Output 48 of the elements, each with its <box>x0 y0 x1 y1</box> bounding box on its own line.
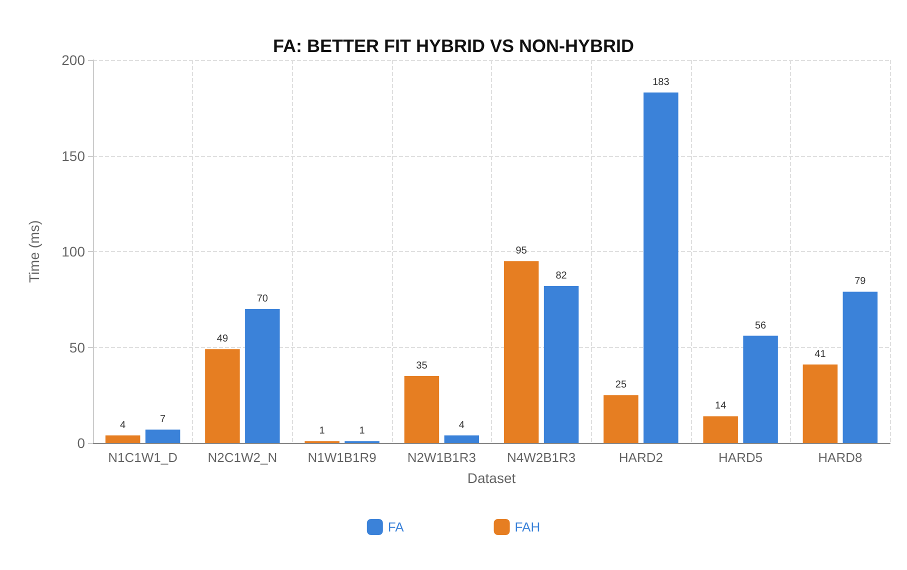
x-axis-title: Dataset <box>467 470 516 486</box>
bar <box>703 416 738 443</box>
legend-label: FA <box>388 520 404 534</box>
x-tick-label: N4W2B1R3 <box>506 450 576 465</box>
y-axis-title: Time (ms) <box>26 220 42 283</box>
data-label: 82 <box>556 270 568 282</box>
x-tick-label: N1C1W1_D <box>108 450 178 465</box>
bar <box>105 435 140 443</box>
x-tick-label: N1W1B1R9 <box>308 450 376 465</box>
bar <box>205 349 240 443</box>
y-tick-label: 200 <box>62 52 86 68</box>
bar <box>604 395 638 443</box>
data-label: 35 <box>416 360 428 372</box>
bar <box>802 364 838 443</box>
legend-label: FAH <box>514 520 540 534</box>
x-tick-label: HARD5 <box>718 450 763 465</box>
bar <box>404 376 440 443</box>
bar <box>245 308 280 443</box>
data-label: 4 <box>458 420 465 431</box>
chart-title: FA: BETTER FIT HYBRID VS NON-HYBRID <box>272 36 634 56</box>
bar <box>504 261 539 443</box>
data-label: 70 <box>256 293 268 304</box>
y-tick-label: 0 <box>77 435 86 451</box>
data-label: 183 <box>652 77 670 88</box>
x-tick-label: N2W1B1R3 <box>407 450 476 465</box>
bar <box>145 430 180 443</box>
y-tick-label: 100 <box>62 244 86 260</box>
data-label: 79 <box>854 276 866 288</box>
y-tick-label: 150 <box>62 148 86 164</box>
data-label: 14 <box>715 400 727 412</box>
data-label: 25 <box>615 380 627 391</box>
bar <box>644 92 678 443</box>
data-label: 1 <box>319 426 326 437</box>
y-tick-label: 50 <box>69 339 86 356</box>
x-tick-label: HARD2 <box>618 450 663 465</box>
data-label: 4 <box>120 420 126 431</box>
bar <box>544 286 579 443</box>
data-label: 7 <box>160 414 166 426</box>
data-label: 95 <box>516 246 528 257</box>
bar <box>444 435 480 443</box>
data-label: 1 <box>359 426 366 437</box>
x-tick-label: HARD8 <box>818 450 862 465</box>
data-label: 56 <box>754 320 767 332</box>
data-label: 41 <box>814 348 826 360</box>
bar <box>842 292 878 443</box>
data-label: 49 <box>216 334 228 345</box>
bar <box>743 336 778 443</box>
x-tick-label: N2C1W2_N <box>208 450 278 465</box>
